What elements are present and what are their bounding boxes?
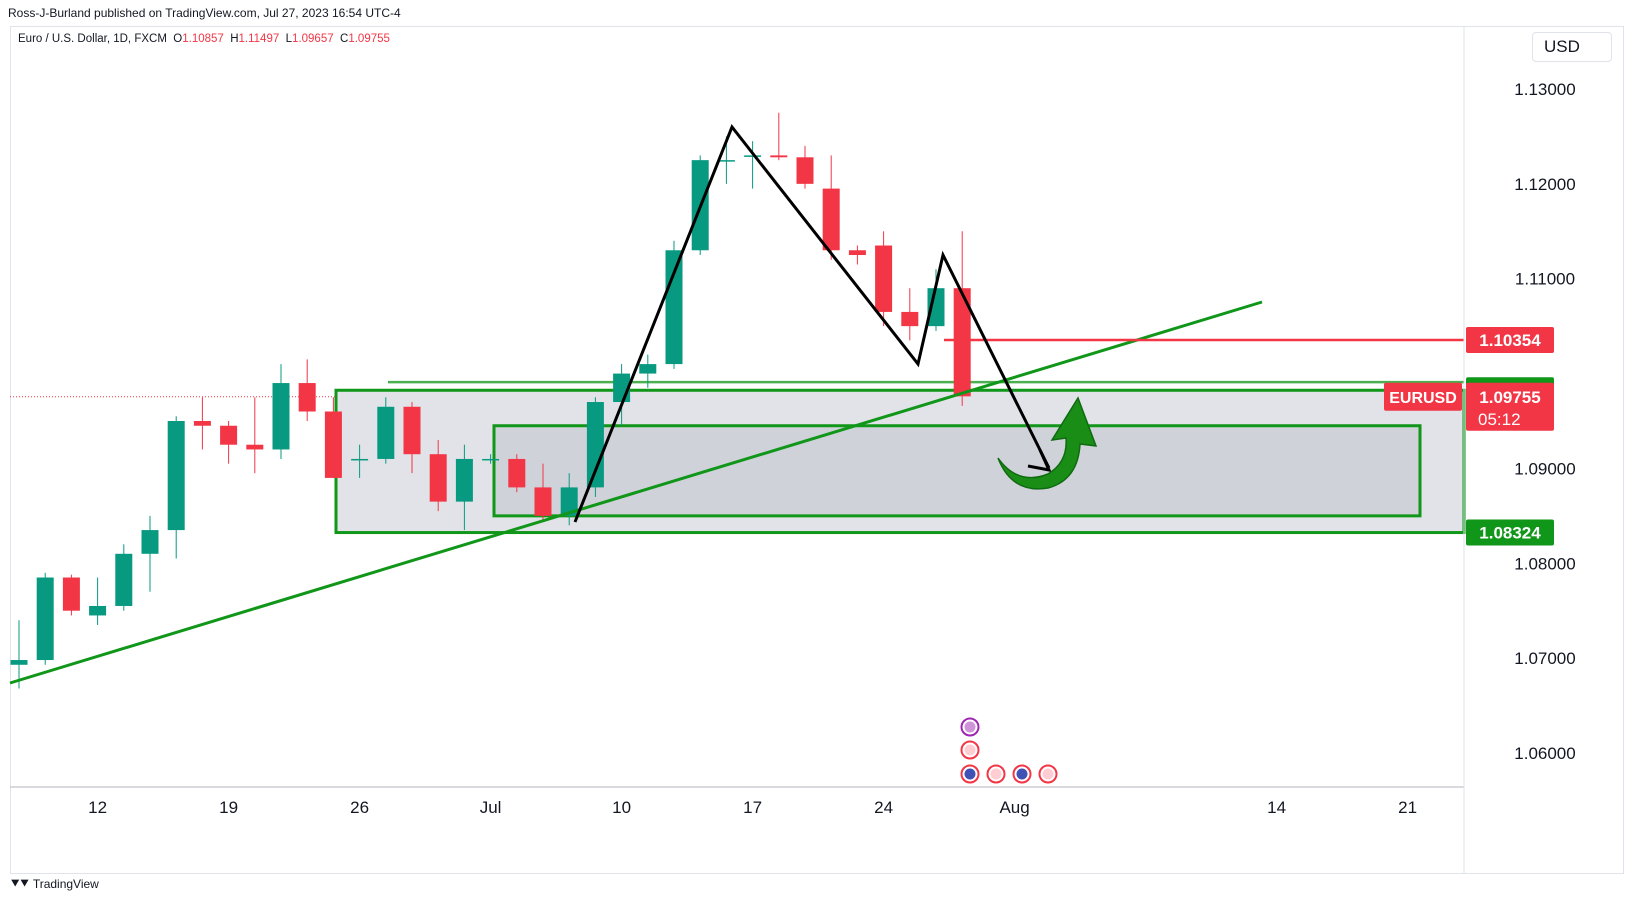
y-tick-label: 1.12000 <box>1514 175 1575 194</box>
candle-body[interactable] <box>115 553 133 606</box>
lightning-event-icon-fill <box>964 721 976 733</box>
countdown-label: 05:12 <box>1478 410 1521 429</box>
axes-layer: 1.13000 1.12000 1.11000 1.09000 1.08000 1.070… <box>10 26 1576 874</box>
zone-bottom-price-label: 1.08324 <box>1479 524 1541 543</box>
low-value: 1.09657 <box>292 33 334 45</box>
y-tick-label: 1.09000 <box>1514 459 1575 478</box>
candle-body[interactable] <box>744 155 762 157</box>
candle-body[interactable] <box>193 421 211 426</box>
footer: ⯆⯆ TradingView <box>10 876 99 892</box>
candle-body[interactable] <box>482 458 500 461</box>
eu-flag-event-icon-fill <box>1016 768 1028 780</box>
candle-body[interactable] <box>848 250 866 255</box>
candle-body[interactable] <box>167 421 185 531</box>
x-tick-label: Jul <box>480 798 502 817</box>
candle-body[interactable] <box>639 364 657 374</box>
events-layer <box>960 717 1058 784</box>
x-tick-label: 26 <box>350 798 369 817</box>
candle-body[interactable] <box>560 487 578 516</box>
uptrend-line[interactable] <box>9 300 1263 685</box>
x-tick-label: 19 <box>219 798 238 817</box>
lightning-event-icon[interactable] <box>960 717 980 737</box>
candle-body[interactable] <box>89 605 107 616</box>
low-label: L <box>285 33 293 45</box>
candle-body[interactable] <box>324 411 342 478</box>
candle-body[interactable] <box>377 406 395 459</box>
x-tick-label: 14 <box>1267 798 1286 817</box>
eu-flag-event-icon[interactable] <box>1012 764 1032 784</box>
close-value: 1.09755 <box>348 33 390 45</box>
y-tick-label: 1.08000 <box>1514 554 1575 573</box>
eu-flag-event-icon-fill <box>964 768 976 780</box>
us-flag-event-icon-fill <box>990 768 1002 780</box>
candle-body[interactable] <box>953 288 971 397</box>
resistance-price-label: 1.10354 <box>1479 331 1541 350</box>
symbol-description: Euro / U.S. Dollar, 1D, FXCM <box>18 33 167 45</box>
us-flag-event-icon-fill <box>1042 768 1054 780</box>
candle-body[interactable] <box>220 425 238 445</box>
eu-flag-event-icon[interactable] <box>960 764 980 784</box>
us-flag-event-icon-fill <box>964 744 976 756</box>
symbol-tag: EURUSD <box>1389 390 1457 407</box>
y-tick-label: 1.07000 <box>1514 649 1575 668</box>
inner-demand-zone[interactable] <box>492 424 1422 518</box>
symbol-legend: Euro / U.S. Dollar, 1D, FXCM O1.10857 H1… <box>18 33 390 45</box>
x-tick-label: Aug <box>999 798 1029 817</box>
x-tick-label: 12 <box>88 798 107 817</box>
drawings-layer <box>9 124 1464 685</box>
us-flag-event-icon[interactable] <box>960 740 980 760</box>
candle-body[interactable] <box>455 458 473 502</box>
candle-body[interactable] <box>665 250 683 365</box>
open-value: 1.10857 <box>182 33 224 45</box>
bounce-arrow-icon <box>997 396 1098 490</box>
last-price-label: 1.09755 <box>1479 388 1540 407</box>
candle-body[interactable] <box>796 157 814 184</box>
close-label: C <box>340 33 349 45</box>
currency-selector[interactable]: USD <box>1532 32 1612 62</box>
tradingview-logo-icon: ⯆⯆ <box>10 876 30 891</box>
us-flag-event-icon[interactable] <box>986 764 1006 784</box>
candle-body[interactable] <box>717 160 735 162</box>
candle-body[interactable] <box>875 245 893 312</box>
candle-body[interactable] <box>534 487 552 516</box>
candle-body[interactable] <box>508 458 526 488</box>
zigzag-arrowhead <box>1027 449 1052 473</box>
zigzag-pattern[interactable] <box>573 124 1051 523</box>
candle-body[interactable] <box>351 458 369 461</box>
published-by-text: Ross-J-Burland published on TradingView.… <box>8 6 401 20</box>
footer-brand: TradingView <box>32 877 99 891</box>
candle-body[interactable] <box>272 383 290 450</box>
zone-bottom-price-label-bg <box>1466 519 1554 546</box>
y-tick-label: 1.13000 <box>1514 80 1575 99</box>
candle-body[interactable] <box>586 402 604 488</box>
y-tick-label: 1.11000 <box>1515 270 1575 289</box>
open-label: O <box>173 33 183 45</box>
candle-body[interactable] <box>901 311 919 327</box>
us-flag-event-icon[interactable] <box>1038 764 1058 784</box>
candle-body[interactable] <box>246 444 264 450</box>
candle-body[interactable] <box>298 383 316 412</box>
candle-body[interactable] <box>62 577 80 611</box>
candle-body[interactable] <box>403 406 421 455</box>
candle-body[interactable] <box>822 188 840 251</box>
y-tick-label: 1.06000 <box>1514 744 1575 763</box>
candle-body[interactable] <box>429 454 447 502</box>
high-value: 1.11497 <box>238 33 280 45</box>
candle-body[interactable] <box>770 155 788 158</box>
candle-body[interactable] <box>10 660 28 665</box>
last-price-label-bg <box>1466 382 1554 431</box>
candle-body[interactable] <box>141 530 159 554</box>
symbol-tag-bg <box>1384 382 1462 411</box>
high-label: H <box>230 33 239 45</box>
x-tick-label: 21 <box>1398 798 1417 817</box>
candle-body[interactable] <box>36 577 54 661</box>
x-tick-label: 24 <box>874 798 893 817</box>
resistance-price-label-bg <box>1466 326 1554 353</box>
x-tick-label: 10 <box>612 798 631 817</box>
x-tick-label: 17 <box>743 798 762 817</box>
zones-layer <box>10 380 1466 535</box>
chart-frame <box>10 26 1624 874</box>
